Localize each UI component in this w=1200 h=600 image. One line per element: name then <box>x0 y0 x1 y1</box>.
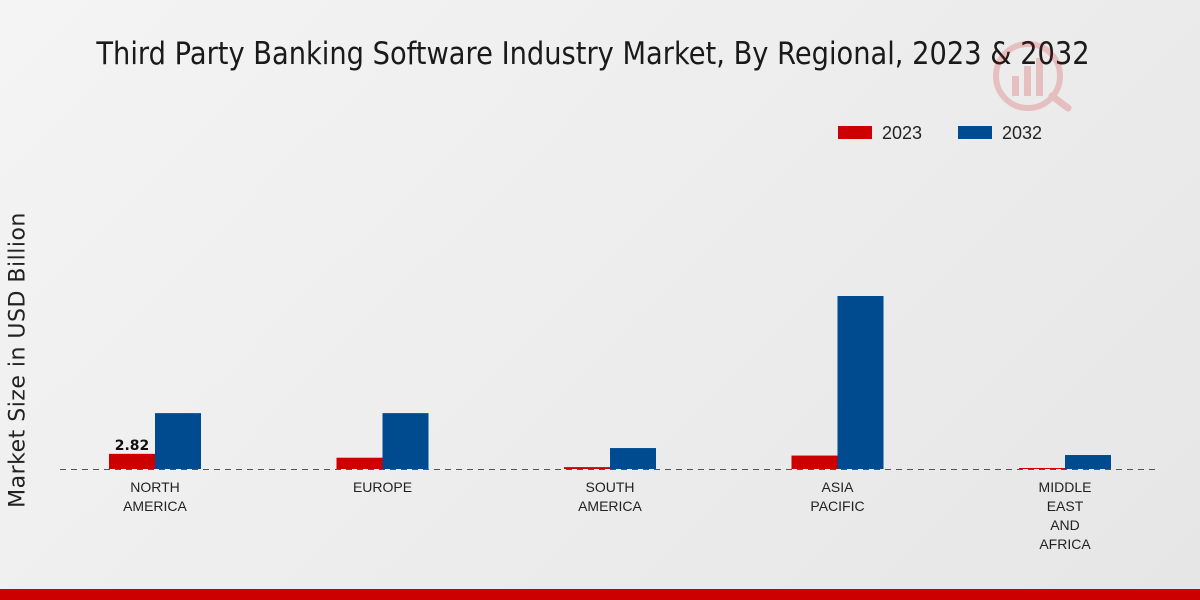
bar-2023-3 <box>791 455 838 469</box>
bar-2032-2 <box>610 448 656 469</box>
chart-title: Third Party Banking Software Industry Ma… <box>96 36 1090 72</box>
footer-accent-bar <box>0 589 1200 600</box>
x-tick-label-0: NORTH AMERICA <box>123 479 187 514</box>
bar-chart-logo-icon <box>993 41 1072 112</box>
bar-2032-1 <box>382 413 429 469</box>
bar-2032-3 <box>837 296 884 469</box>
bar-2032-0 <box>155 413 201 469</box>
legend-swatch-2032 <box>958 126 992 139</box>
data-label-2023-0: 2.82 <box>115 438 150 454</box>
bar-2032-4 <box>1065 455 1111 469</box>
legend-label-2023: 2023 <box>882 123 923 143</box>
bar-2023-2 <box>564 467 610 469</box>
bar-2023-0 <box>109 453 155 469</box>
x-tick-label-3: ASIA PACIFIC <box>810 479 864 514</box>
x-tick-label-1: EUROPE <box>353 479 412 495</box>
bar-2023-1 <box>336 457 383 469</box>
x-tick-label-4: MIDDLE EAST AND AFRICA <box>1039 479 1092 552</box>
legend-label-2032: 2032 <box>1002 123 1043 143</box>
legend-swatch-2023 <box>838 126 872 139</box>
x-tick-label-2: SOUTH AMERICA <box>578 479 642 514</box>
bar-2023-4 <box>1019 468 1065 469</box>
